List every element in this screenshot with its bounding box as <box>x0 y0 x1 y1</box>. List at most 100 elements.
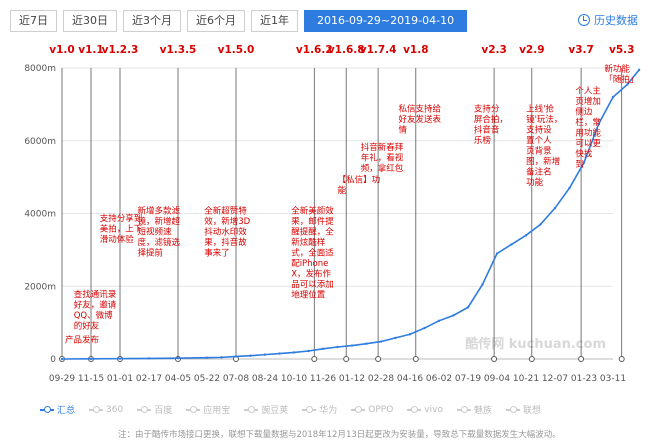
legend-item-vivo[interactable]: vivo <box>407 403 443 416</box>
legend-item-wandoujia[interactable]: 豌豆荚 <box>244 403 288 416</box>
version-label: v1.1 <box>78 44 103 56</box>
legend-marker-icon <box>456 405 471 413</box>
annotation-line: 可以更 <box>575 139 601 149</box>
annotation-line: 好友发送表 <box>399 114 442 125</box>
tab-1-year[interactable]: 近1年 <box>251 10 298 32</box>
x-tick-label: 08-24 <box>252 374 278 384</box>
annotation-line: 事来了 <box>204 248 230 259</box>
annotation-line: QQ、微博 <box>74 310 113 321</box>
annotation-label: 查找通讯录好友，邀请 QQ、微博的好友 <box>74 289 117 332</box>
version-point <box>618 356 625 362</box>
version-label: v1.6.2 <box>296 44 333 56</box>
legend-item-lenovo[interactable]: 联想 <box>505 403 541 416</box>
version-label: v2.3 <box>481 44 506 56</box>
annotation-line: 支持分 <box>474 104 500 115</box>
annotation-line: 备注名 <box>526 167 552 178</box>
annotation-line: 新增多款滤 <box>138 206 181 217</box>
y-tick-label: 0 <box>50 355 56 365</box>
legend-label: 联想 <box>522 406 541 416</box>
annotation-line: 配iPhone <box>291 259 328 269</box>
annotation-line: 查找通讯录 <box>74 289 117 300</box>
tab-3-months[interactable]: 近3个月 <box>123 10 181 32</box>
annotation-line: 式，全面适 <box>291 248 334 259</box>
data-point <box>597 123 600 126</box>
data-point <box>307 349 310 353</box>
annotation-line: 页背景 <box>526 146 552 157</box>
data-point <box>423 326 426 330</box>
legend-marker-icon <box>407 405 422 413</box>
annotation-label: 私信支持给好友发送表情 <box>399 104 442 136</box>
legend-item-360[interactable]: 360 <box>89 403 123 416</box>
data-point <box>365 342 368 345</box>
legend-marker-icon <box>505 405 520 413</box>
data-point <box>220 356 223 359</box>
annotation-line: 产品发布 <box>65 335 99 346</box>
x-tick-label: 01-12 <box>339 374 365 384</box>
data-point <box>524 234 528 237</box>
version-point <box>375 356 382 362</box>
version-label: v1.6.8 <box>328 44 365 56</box>
data-point <box>553 206 557 210</box>
legend: 汇总 360 百度 应用宝 豌豆荚 华为 OPPO vivo 魅族 联想 <box>40 403 541 416</box>
annotation-line: 新功能 <box>604 64 630 75</box>
legend-item-oppo[interactable]: OPPO <box>351 403 393 416</box>
data-point <box>510 243 513 246</box>
legend-label: 360 <box>106 404 124 415</box>
tab-6-months[interactable]: 近6个月 <box>187 10 245 32</box>
x-tick-label: 04-05 <box>165 374 191 384</box>
annotation-label: 全新美颜效果，邮件提醒提醒，全新炫酷样式，全面适配iPhone X，发布作品可以添… <box>291 206 334 301</box>
data-point <box>394 336 397 340</box>
version-point <box>528 356 535 362</box>
series-line-total <box>61 69 640 360</box>
x-tick-label: 12-07 <box>542 374 568 384</box>
annotation-line: 频，拿红包 <box>361 163 404 174</box>
tab-7-days[interactable]: 近7日 <box>10 10 57 32</box>
annotation-line: 镜，新增超 <box>138 216 181 227</box>
legend-item-yingyongbao[interactable]: 应用宝 <box>186 403 230 416</box>
legend-marker-icon <box>89 405 104 413</box>
x-tick-label: 07-19 <box>455 374 481 384</box>
annotation-line: 支持设 <box>526 125 552 136</box>
tab-custom-range[interactable]: 2016-09-29~2019-04-10 <box>304 10 468 32</box>
annotation-line: 【私信】功 <box>338 175 381 186</box>
data-point <box>350 344 354 347</box>
annotation-line: 支持分享到 <box>100 213 143 224</box>
data-point <box>89 357 93 361</box>
data-point <box>626 83 629 86</box>
annotation-label: 支持分享到美拍，上下滑动体验 <box>100 213 143 245</box>
legend-item-huawei[interactable]: 华为 <box>302 403 337 416</box>
x-tick-label: 09-04 <box>484 374 510 384</box>
y-tick-label: 4000m <box>24 210 56 220</box>
date-range-tabs: 近7日 近30日 近3个月 近6个月 近1年 2016-09-29~2019-0… <box>10 10 468 32</box>
annotation-line: 上线'抢 <box>526 104 554 115</box>
legend-label: 魅族 <box>473 406 492 416</box>
annotation-line: 择提前 <box>138 248 164 259</box>
legend-item-baidu[interactable]: 百度 <box>137 403 172 416</box>
annotation-line: 新炫酷样 <box>291 237 326 248</box>
data-point <box>452 314 455 317</box>
legend-marker-icon <box>351 405 366 413</box>
legend-label: OPPO <box>368 404 394 415</box>
annotation-line: 美拍，上下 <box>100 223 143 234</box>
version-point <box>412 356 419 362</box>
annotation-label: 新功能「随拍」 <box>604 64 638 86</box>
legend-label: 应用宝 <box>203 406 231 416</box>
data-point <box>611 95 615 99</box>
legend-item-meizu[interactable]: 魅族 <box>456 403 492 416</box>
data-point <box>249 354 252 357</box>
data-point <box>278 352 281 355</box>
history-data-link[interactable]: 历史数据 <box>578 12 638 28</box>
version-label: v1.0 <box>49 44 74 56</box>
x-tick-label: 10-10 <box>281 374 307 384</box>
x-tick-label: 04-16 <box>397 374 423 384</box>
tab-30-days[interactable]: 近30日 <box>63 10 117 32</box>
annotation-line: X，发布作 <box>291 269 331 280</box>
legend-item-total[interactable]: 汇总 <box>40 403 75 416</box>
download-line-chart: 0 2000m 4000m 6000m 8000m 09-29 11-15 01-01 02-1… <box>24 44 641 384</box>
legend-label: 汇总 <box>57 406 76 416</box>
data-point <box>408 333 412 336</box>
x-tick-label: 11-26 <box>310 374 336 384</box>
data-point <box>60 357 64 361</box>
legend-label: 百度 <box>154 406 173 416</box>
annotation-label: 全新超赞特效，新增3D 抖动水印效果，抖音故事来了 <box>204 206 250 259</box>
